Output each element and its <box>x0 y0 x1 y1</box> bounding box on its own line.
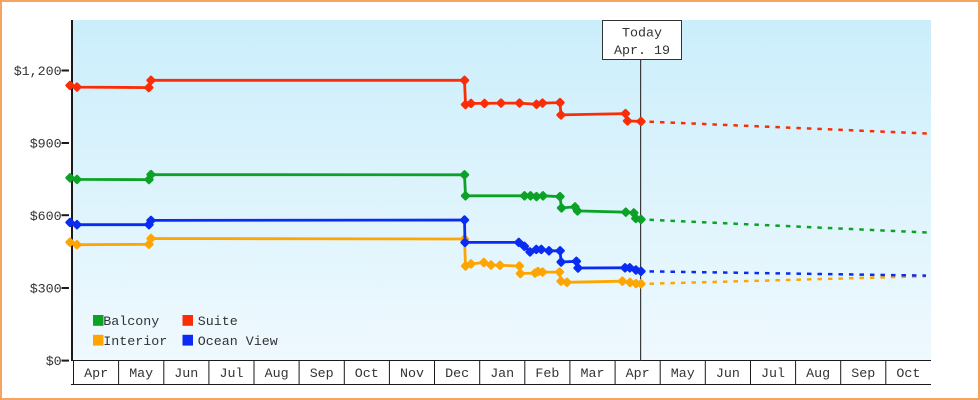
svg-text:Interior: Interior <box>103 335 167 350</box>
svg-text:Sep: Sep <box>851 367 875 382</box>
svg-text:Apr: Apr <box>84 367 108 382</box>
svg-text:Apr: Apr <box>626 367 650 382</box>
svg-text:Jul: Jul <box>220 367 244 382</box>
svg-text:$900: $900 <box>30 138 62 153</box>
svg-text:Sep: Sep <box>310 367 334 382</box>
svg-text:Oct: Oct <box>896 367 920 382</box>
svg-text:Suite: Suite <box>198 315 238 330</box>
svg-text:Jul: Jul <box>761 367 785 382</box>
svg-text:$1,200: $1,200 <box>14 65 62 80</box>
svg-text:Aug: Aug <box>265 367 289 382</box>
svg-text:May: May <box>129 367 153 382</box>
svg-text:$0: $0 <box>46 355 62 370</box>
svg-text:Aug: Aug <box>806 367 830 382</box>
svg-text:$300: $300 <box>30 283 62 298</box>
svg-text:Feb: Feb <box>535 367 559 382</box>
svg-text:Balcony: Balcony <box>103 315 159 330</box>
svg-text:Jun: Jun <box>174 367 198 382</box>
svg-text:Dec: Dec <box>445 367 469 382</box>
svg-text:Jun: Jun <box>716 367 740 382</box>
svg-text:Ocean View: Ocean View <box>198 335 278 350</box>
svg-text:Today: Today <box>622 26 662 41</box>
svg-text:Jan: Jan <box>490 367 514 382</box>
svg-text:Nov: Nov <box>400 367 424 382</box>
svg-text:Apr. 19: Apr. 19 <box>614 44 670 59</box>
svg-text:Oct: Oct <box>355 367 379 382</box>
svg-text:$600: $600 <box>30 210 62 225</box>
svg-text:Mar: Mar <box>581 367 605 382</box>
svg-text:May: May <box>671 367 695 382</box>
